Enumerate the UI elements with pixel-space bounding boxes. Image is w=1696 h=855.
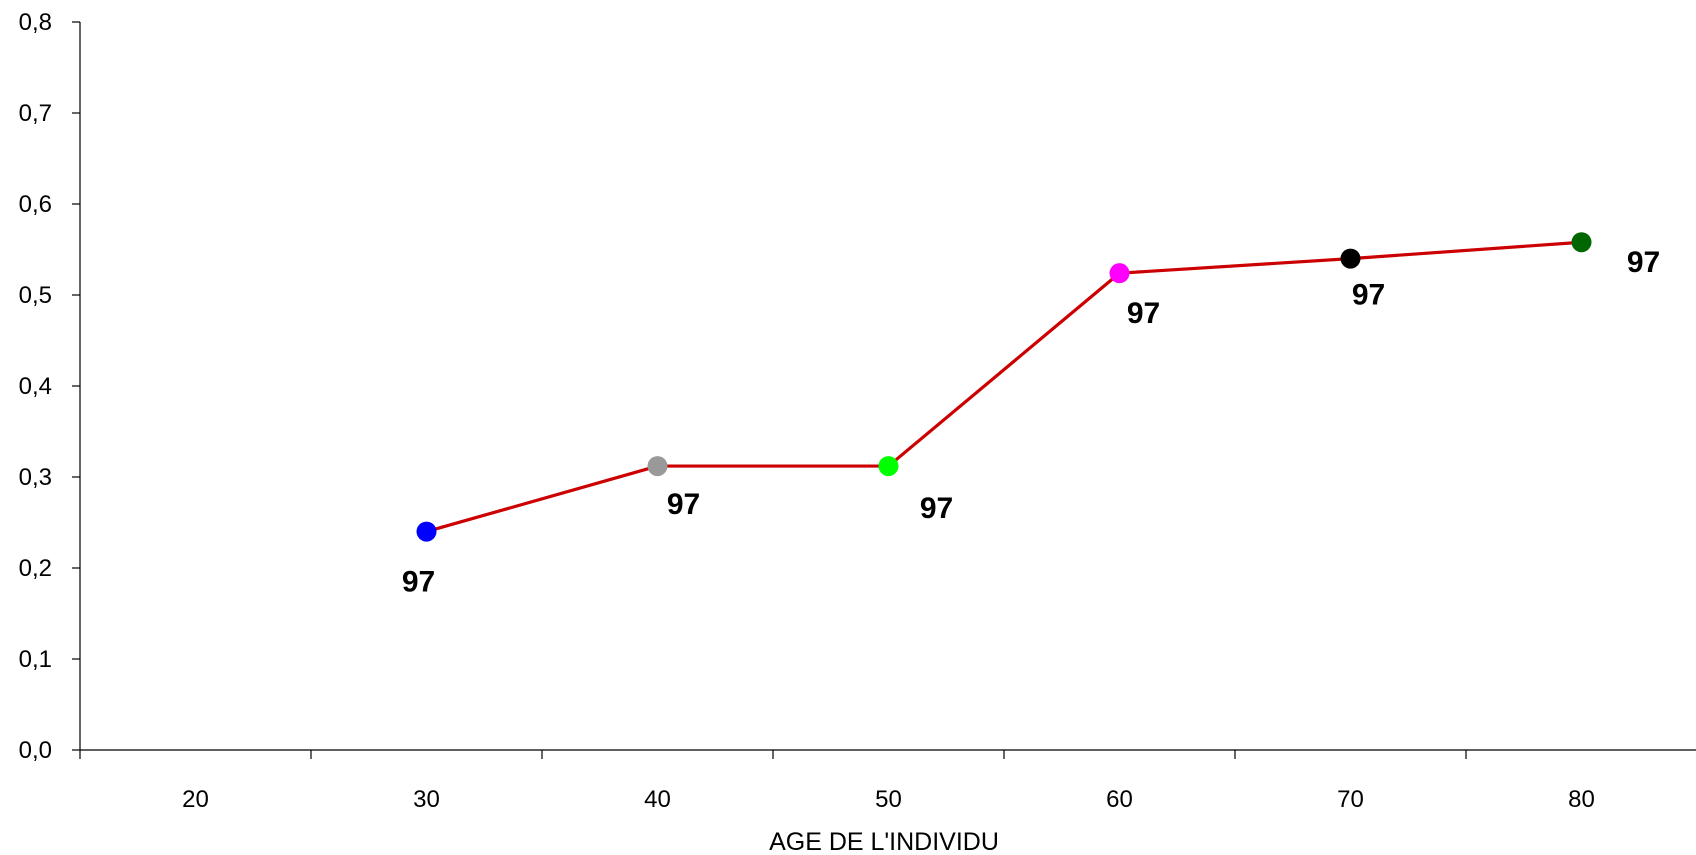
data-points — [416, 232, 1592, 542]
data-label: 97 — [1352, 279, 1385, 312]
y-tick-label: 0,5 — [19, 282, 52, 309]
axes — [79, 22, 1696, 751]
series-line-path — [426, 240, 1582, 534]
x-tick-label: 40 — [644, 786, 671, 813]
data-label: 97 — [1127, 297, 1160, 330]
x-tick-label: 80 — [1568, 786, 1595, 813]
x-axis-ticks: 20 30 40 50 60 70 80 — [79, 750, 1595, 813]
data-label: 97 — [402, 566, 435, 599]
y-axis-ticks: 0,0 0,1 0,2 0,3 0,4 0,5 0,6 0,7 0,8 — [19, 9, 80, 764]
x-axis-title: AGE DE L'INDIVIDU — [769, 828, 999, 855]
y-tick-label: 0,7 — [19, 100, 52, 127]
x-tick-label: 70 — [1337, 786, 1364, 813]
y-tick-label: 0,0 — [19, 737, 52, 764]
y-tick-label: 0,2 — [19, 555, 52, 582]
y-tick-label: 0,4 — [19, 373, 52, 400]
x-tick-label: 50 — [875, 786, 902, 813]
x-tick-label: 30 — [413, 786, 440, 813]
data-point-marker — [1340, 248, 1361, 269]
data-point-marker — [878, 456, 899, 477]
series-line — [426, 240, 1582, 534]
data-point-marker — [1109, 263, 1130, 284]
y-tick-label: 0,8 — [19, 9, 52, 36]
y-tick-label: 0,1 — [19, 646, 52, 673]
data-point-marker — [416, 521, 437, 542]
y-tick-label: 0,3 — [19, 464, 52, 491]
x-tick-label: 20 — [182, 786, 209, 813]
data-point-marker — [1571, 232, 1592, 253]
data-label: 97 — [920, 492, 953, 525]
y-tick-label: 0,6 — [19, 191, 52, 218]
x-tick-label: 60 — [1106, 786, 1133, 813]
data-point-marker — [647, 456, 668, 477]
data-labels: 97 97 97 97 97 97 — [402, 246, 1660, 598]
data-label: 97 — [1627, 246, 1660, 279]
data-label: 97 — [667, 488, 700, 521]
